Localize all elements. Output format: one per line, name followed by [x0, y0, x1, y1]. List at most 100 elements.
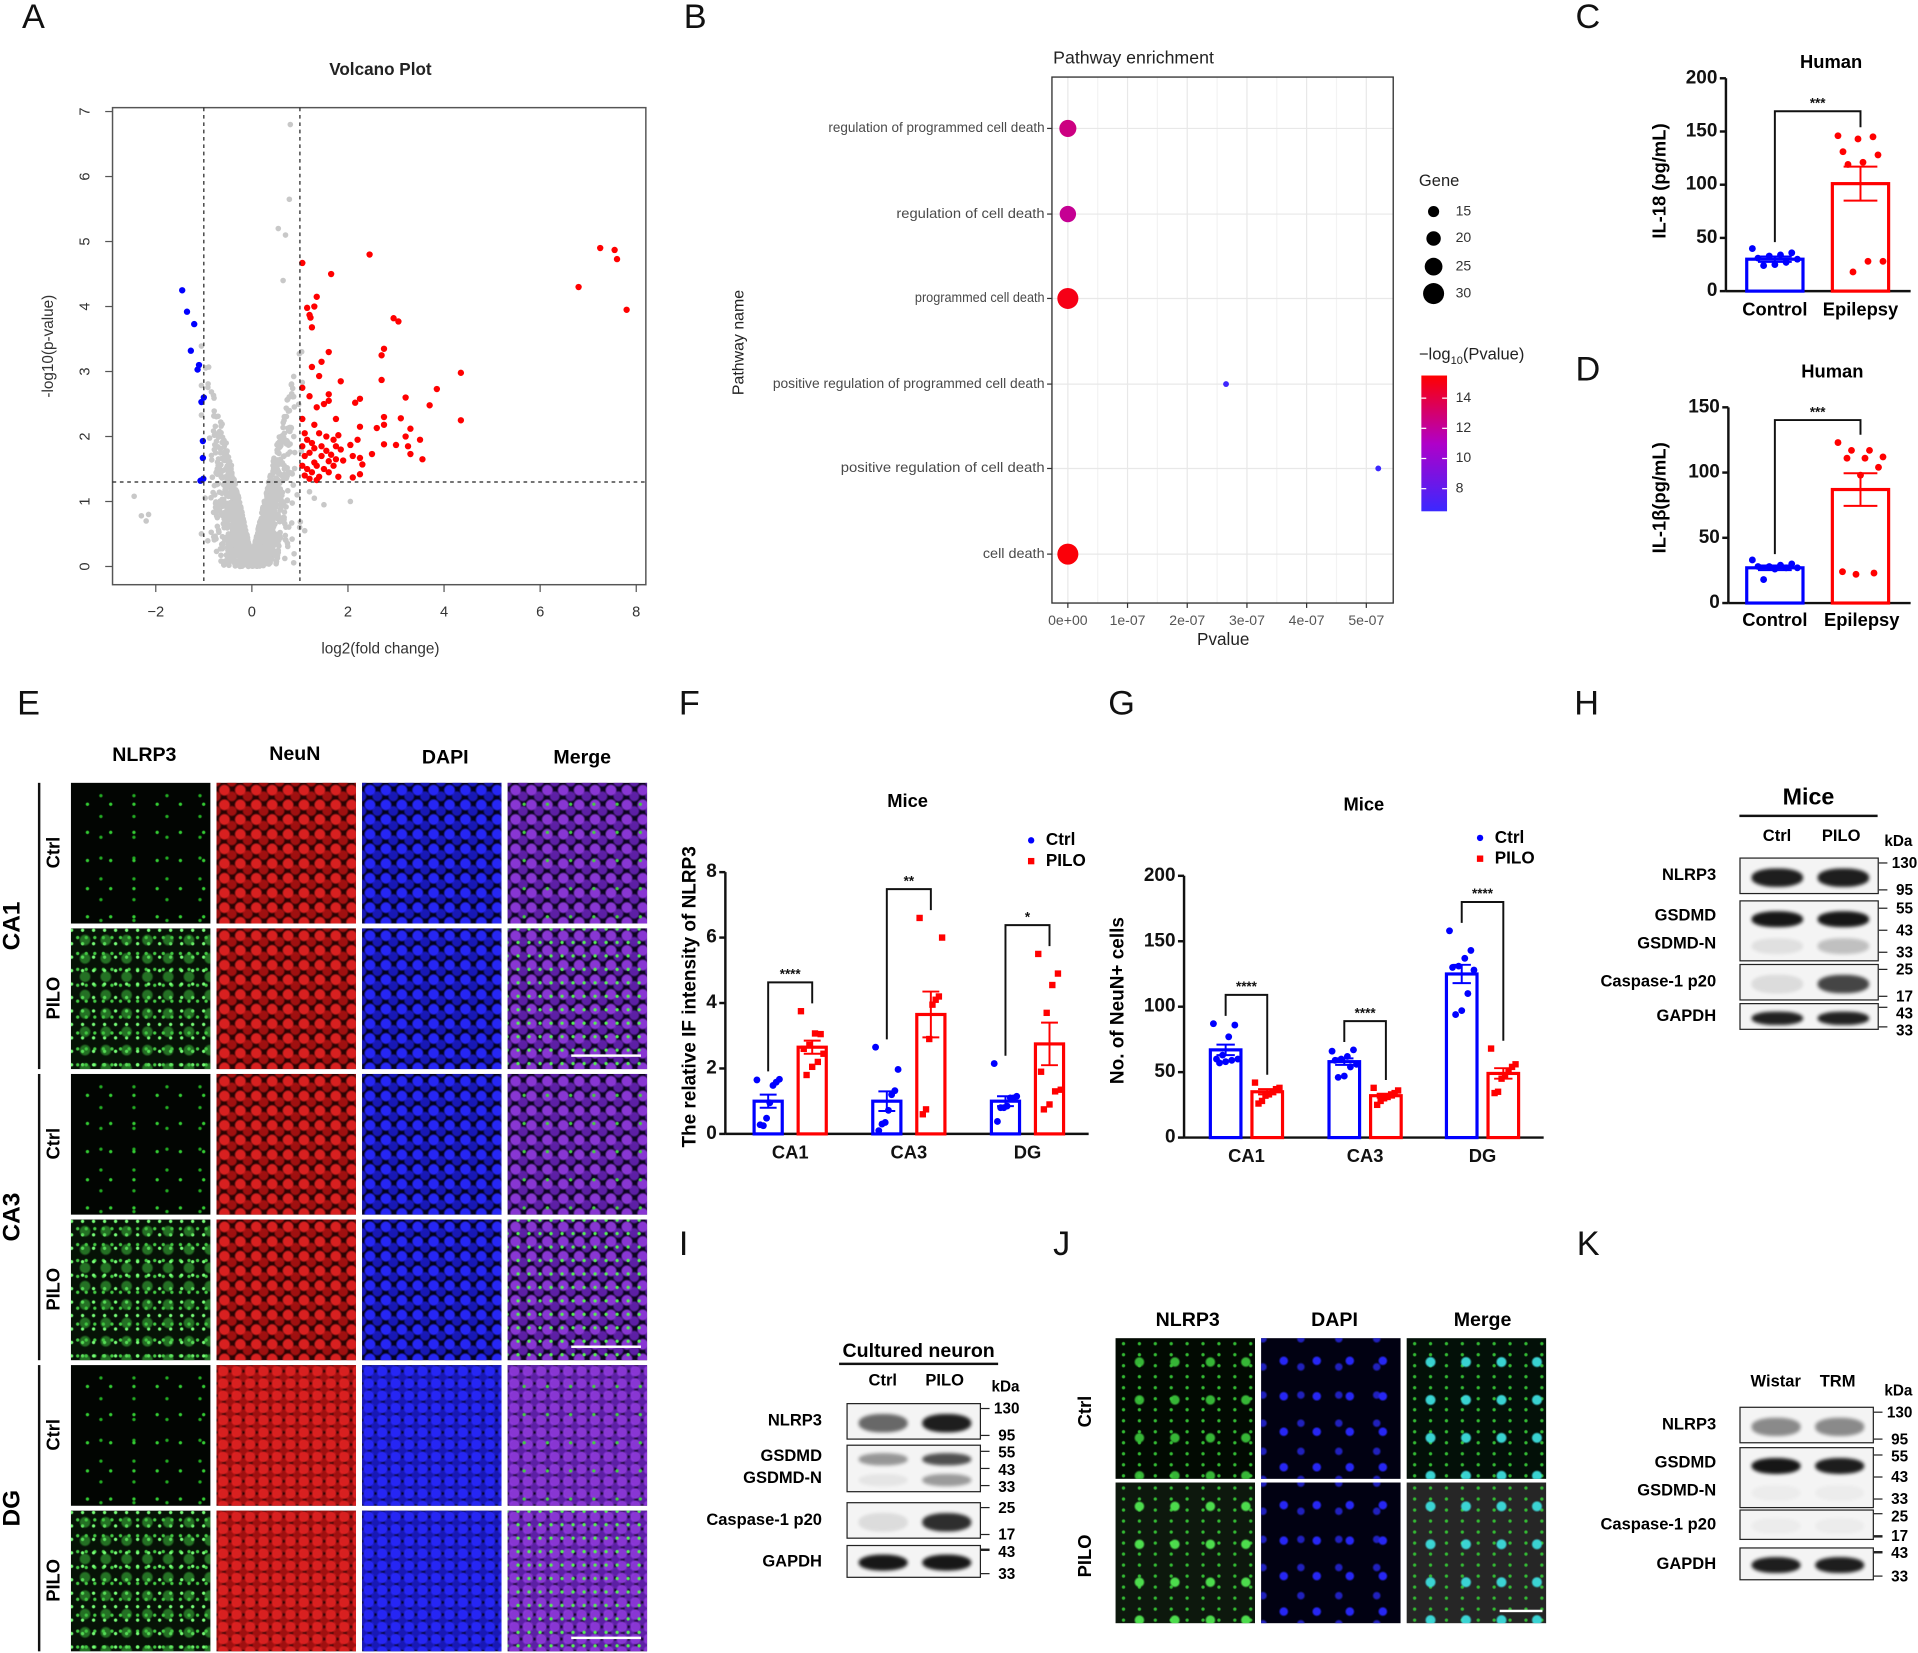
micrograph-ca3-pilo-nlrp3	[70, 1219, 211, 1361]
ns-point	[289, 500, 296, 506]
pilo-data-point	[935, 993, 943, 1000]
x-tick-label: 3e-07	[1229, 612, 1265, 628]
molecular-weight-marker: 43	[998, 1460, 1016, 1478]
y-tick-label: 50	[1154, 1061, 1175, 1082]
panel-letter-f: F	[678, 683, 700, 722]
protein-band	[1815, 1484, 1865, 1500]
protein-band	[1814, 1417, 1865, 1436]
ctrl-data-point	[1353, 1060, 1360, 1068]
ns-point	[198, 382, 205, 389]
scale-bar	[571, 1054, 641, 1057]
up-regulated-point	[359, 461, 366, 468]
significance-label: ***	[1810, 404, 1826, 419]
blot-row-label: GSDMD	[1654, 1452, 1717, 1471]
column-header-neun: NeuN	[269, 743, 321, 765]
ns-point	[223, 449, 230, 455]
pilo-data-point	[1494, 1088, 1502, 1095]
ns-point	[211, 395, 217, 401]
ns-point	[284, 473, 291, 479]
ns-point	[263, 528, 269, 535]
micrograph-ca3-pilo-merge	[507, 1219, 648, 1361]
up-regulated-point	[402, 433, 409, 440]
ns-point	[219, 541, 226, 548]
epilepsy-data-point	[1852, 570, 1860, 578]
lane-label-pilo: PILO	[925, 1370, 964, 1390]
y-tick-label: 50	[1699, 527, 1720, 548]
ns-point	[269, 514, 275, 521]
gene-size-legend-dot	[1423, 283, 1445, 305]
legend-pilo-g: PILO	[1494, 847, 1535, 868]
ns-point	[198, 531, 205, 537]
epilepsy-data-point	[1839, 568, 1846, 576]
up-regulated-point	[332, 456, 340, 463]
protein-band	[1814, 1556, 1865, 1574]
ns-point	[283, 466, 289, 472]
color-legend-label: 10	[1456, 449, 1472, 465]
volcano-frame	[111, 106, 647, 586]
marker-tick	[981, 1484, 990, 1487]
pilo-data-point	[919, 1111, 926, 1118]
ns-point	[205, 381, 211, 387]
ns-point	[277, 486, 284, 492]
epilepsy-data-point	[1864, 257, 1872, 265]
molecular-weight-marker: 33	[1896, 1021, 1914, 1039]
x-tick-label: 0	[248, 605, 256, 621]
pilo-data-point	[938, 934, 946, 941]
y-tick-label: 100	[1144, 996, 1176, 1017]
pilo-data-point	[806, 1041, 813, 1049]
marker-tick	[981, 1506, 990, 1509]
ctrl-data-point	[997, 1104, 1005, 1112]
protein-band	[1817, 937, 1869, 954]
lane-label-ctrl: Ctrl	[1762, 826, 1792, 845]
ctrl-data-point	[1334, 1073, 1342, 1081]
epilepsy-data-point	[1844, 161, 1852, 168]
control-data-point	[1782, 258, 1790, 266]
ns-point	[257, 544, 264, 550]
molecular-weight-marker: 95	[1891, 1430, 1909, 1448]
micrograph-dg-ctrl-merge	[507, 1365, 648, 1506]
ns-point	[225, 493, 232, 500]
ns-point	[265, 524, 272, 531]
y-tick-label: 7	[77, 107, 93, 115]
ns-point	[233, 542, 240, 549]
pilo-data-point	[1255, 1100, 1262, 1107]
y-tick-label: 200	[1144, 865, 1176, 886]
volcano-nonsignificant-points	[131, 121, 354, 570]
micrograph-ca3-pilo-neun	[216, 1219, 356, 1361]
ns-point	[347, 498, 354, 505]
pathway-label: regulation of programmed cell death	[828, 119, 1044, 135]
ns-point	[225, 500, 231, 507]
ns-point	[276, 441, 282, 447]
ns-point	[211, 408, 218, 414]
y-tick-label: 150	[1688, 396, 1720, 417]
ns-point	[277, 529, 283, 536]
up-regulated-point	[306, 475, 313, 482]
pilo-data-point	[1251, 1079, 1259, 1086]
ns-point	[214, 466, 221, 472]
control-data-point	[1782, 564, 1790, 572]
epilepsy-data-point	[1879, 453, 1887, 461]
blot-row-label: GSDMD	[760, 1446, 822, 1465]
pilo-data-point	[1040, 1106, 1048, 1113]
up-regulated-point	[330, 462, 337, 469]
up-regulated-point	[299, 462, 306, 469]
pilo-data-point	[811, 1030, 819, 1037]
il1b-x-control: Control	[1742, 610, 1808, 631]
condition-label-ctrl: Ctrl	[43, 1127, 65, 1160]
protein-band	[858, 1413, 909, 1432]
ns-point	[291, 465, 298, 472]
x-tick-label: 1e-07	[1110, 612, 1146, 628]
ns-point	[278, 461, 285, 467]
scale-bar	[571, 1345, 641, 1348]
up-regulated-point	[575, 283, 582, 291]
pilo-data-point	[1487, 1045, 1495, 1052]
condition-label-pilo: PILO	[43, 1267, 65, 1311]
pathway-x-label: Pvalue	[1197, 629, 1250, 649]
y-tick-label: 0	[706, 1123, 717, 1144]
ns-point	[219, 434, 226, 441]
marker-tick	[1878, 888, 1888, 891]
ctrl-data-point	[1231, 1021, 1239, 1029]
ns-point	[273, 459, 279, 466]
significance-label: ****	[1236, 979, 1258, 994]
